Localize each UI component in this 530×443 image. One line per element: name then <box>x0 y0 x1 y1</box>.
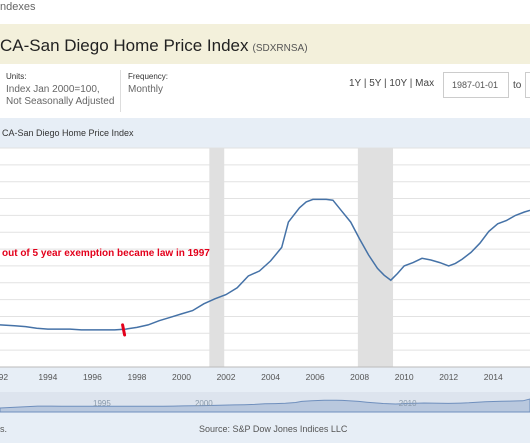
x-tick-label: 1998 <box>127 372 146 382</box>
breadcrumb[interactable]: ndexes <box>0 1 36 13</box>
navigator-label: 2010 <box>399 399 417 408</box>
frequency-block: Frequency: Monthly <box>128 72 168 96</box>
page-title: CA-San Diego Home Price Index (SDXRNSA) <box>0 36 308 56</box>
to-label: to <box>513 80 522 91</box>
law-marker <box>121 323 127 337</box>
footer: s. Source: S&P Dow Jones Indices LLC <box>0 418 530 443</box>
units-value-line-1: Index Jan 2000=100, <box>6 84 100 95</box>
series-line <box>0 198 530 331</box>
navigator-label: 2000 <box>195 399 213 408</box>
units-label: Units: <box>6 72 27 81</box>
title-bar: CA-San Diego Home Price Index (SDXRNSA) <box>0 24 530 64</box>
recession-band <box>357 148 394 367</box>
frequency-value: Monthly <box>128 84 164 95</box>
x-tick-label: 2008 <box>350 372 369 382</box>
chart-container: CA-San Diego Home Price Index 92 1994 1996… <box>0 118 530 443</box>
x-tick-label: 2010 <box>395 372 414 382</box>
chart-canvas[interactable]: 92 1994 1996 1998 2000 2002 2004 2006 2008 2010 20… <box>0 118 530 418</box>
x-tick-label: 92 <box>0 372 8 382</box>
x-tick-label: 2004 <box>261 372 280 382</box>
chart-title: CA-San Diego Home Price Index <box>2 128 134 138</box>
x-tick-label: 1996 <box>83 372 102 382</box>
frequency-label: Frequency: <box>128 72 169 81</box>
units-block: Units: Index Jan 2000=100, Not Seasonall… <box>6 72 114 108</box>
units-value-line-2: Not Seasonally Adjusted <box>6 96 115 107</box>
start-date-input[interactable]: 1987-01-01 <box>443 72 509 98</box>
navigator-series <box>0 398 530 413</box>
x-tick-label: 2014 <box>484 372 503 382</box>
meta-divider <box>120 70 121 112</box>
x-tick-label: 2006 <box>306 372 325 382</box>
range-links[interactable]: 1Y | 5Y | 10Y | Max <box>349 78 435 89</box>
footer-left-text: s. <box>0 424 8 434</box>
recession-band <box>209 148 225 367</box>
x-tick-label: 2002 <box>217 372 236 382</box>
annotation-text: out of 5 year exemption became law in 19… <box>2 248 210 259</box>
x-tick-label: 2012 <box>439 372 458 382</box>
end-date-input[interactable] <box>525 72 530 98</box>
x-tick-label: 1994 <box>38 372 57 382</box>
source-text: Source: S&P Dow Jones Indices LLC <box>199 424 348 434</box>
series-title: CA-San Diego Home Price Index <box>0 36 249 55</box>
x-tick-label: 2000 <box>172 372 191 382</box>
navigator-label: 1995 <box>93 399 111 408</box>
series-id: (SDXRNSA) <box>252 43 308 54</box>
